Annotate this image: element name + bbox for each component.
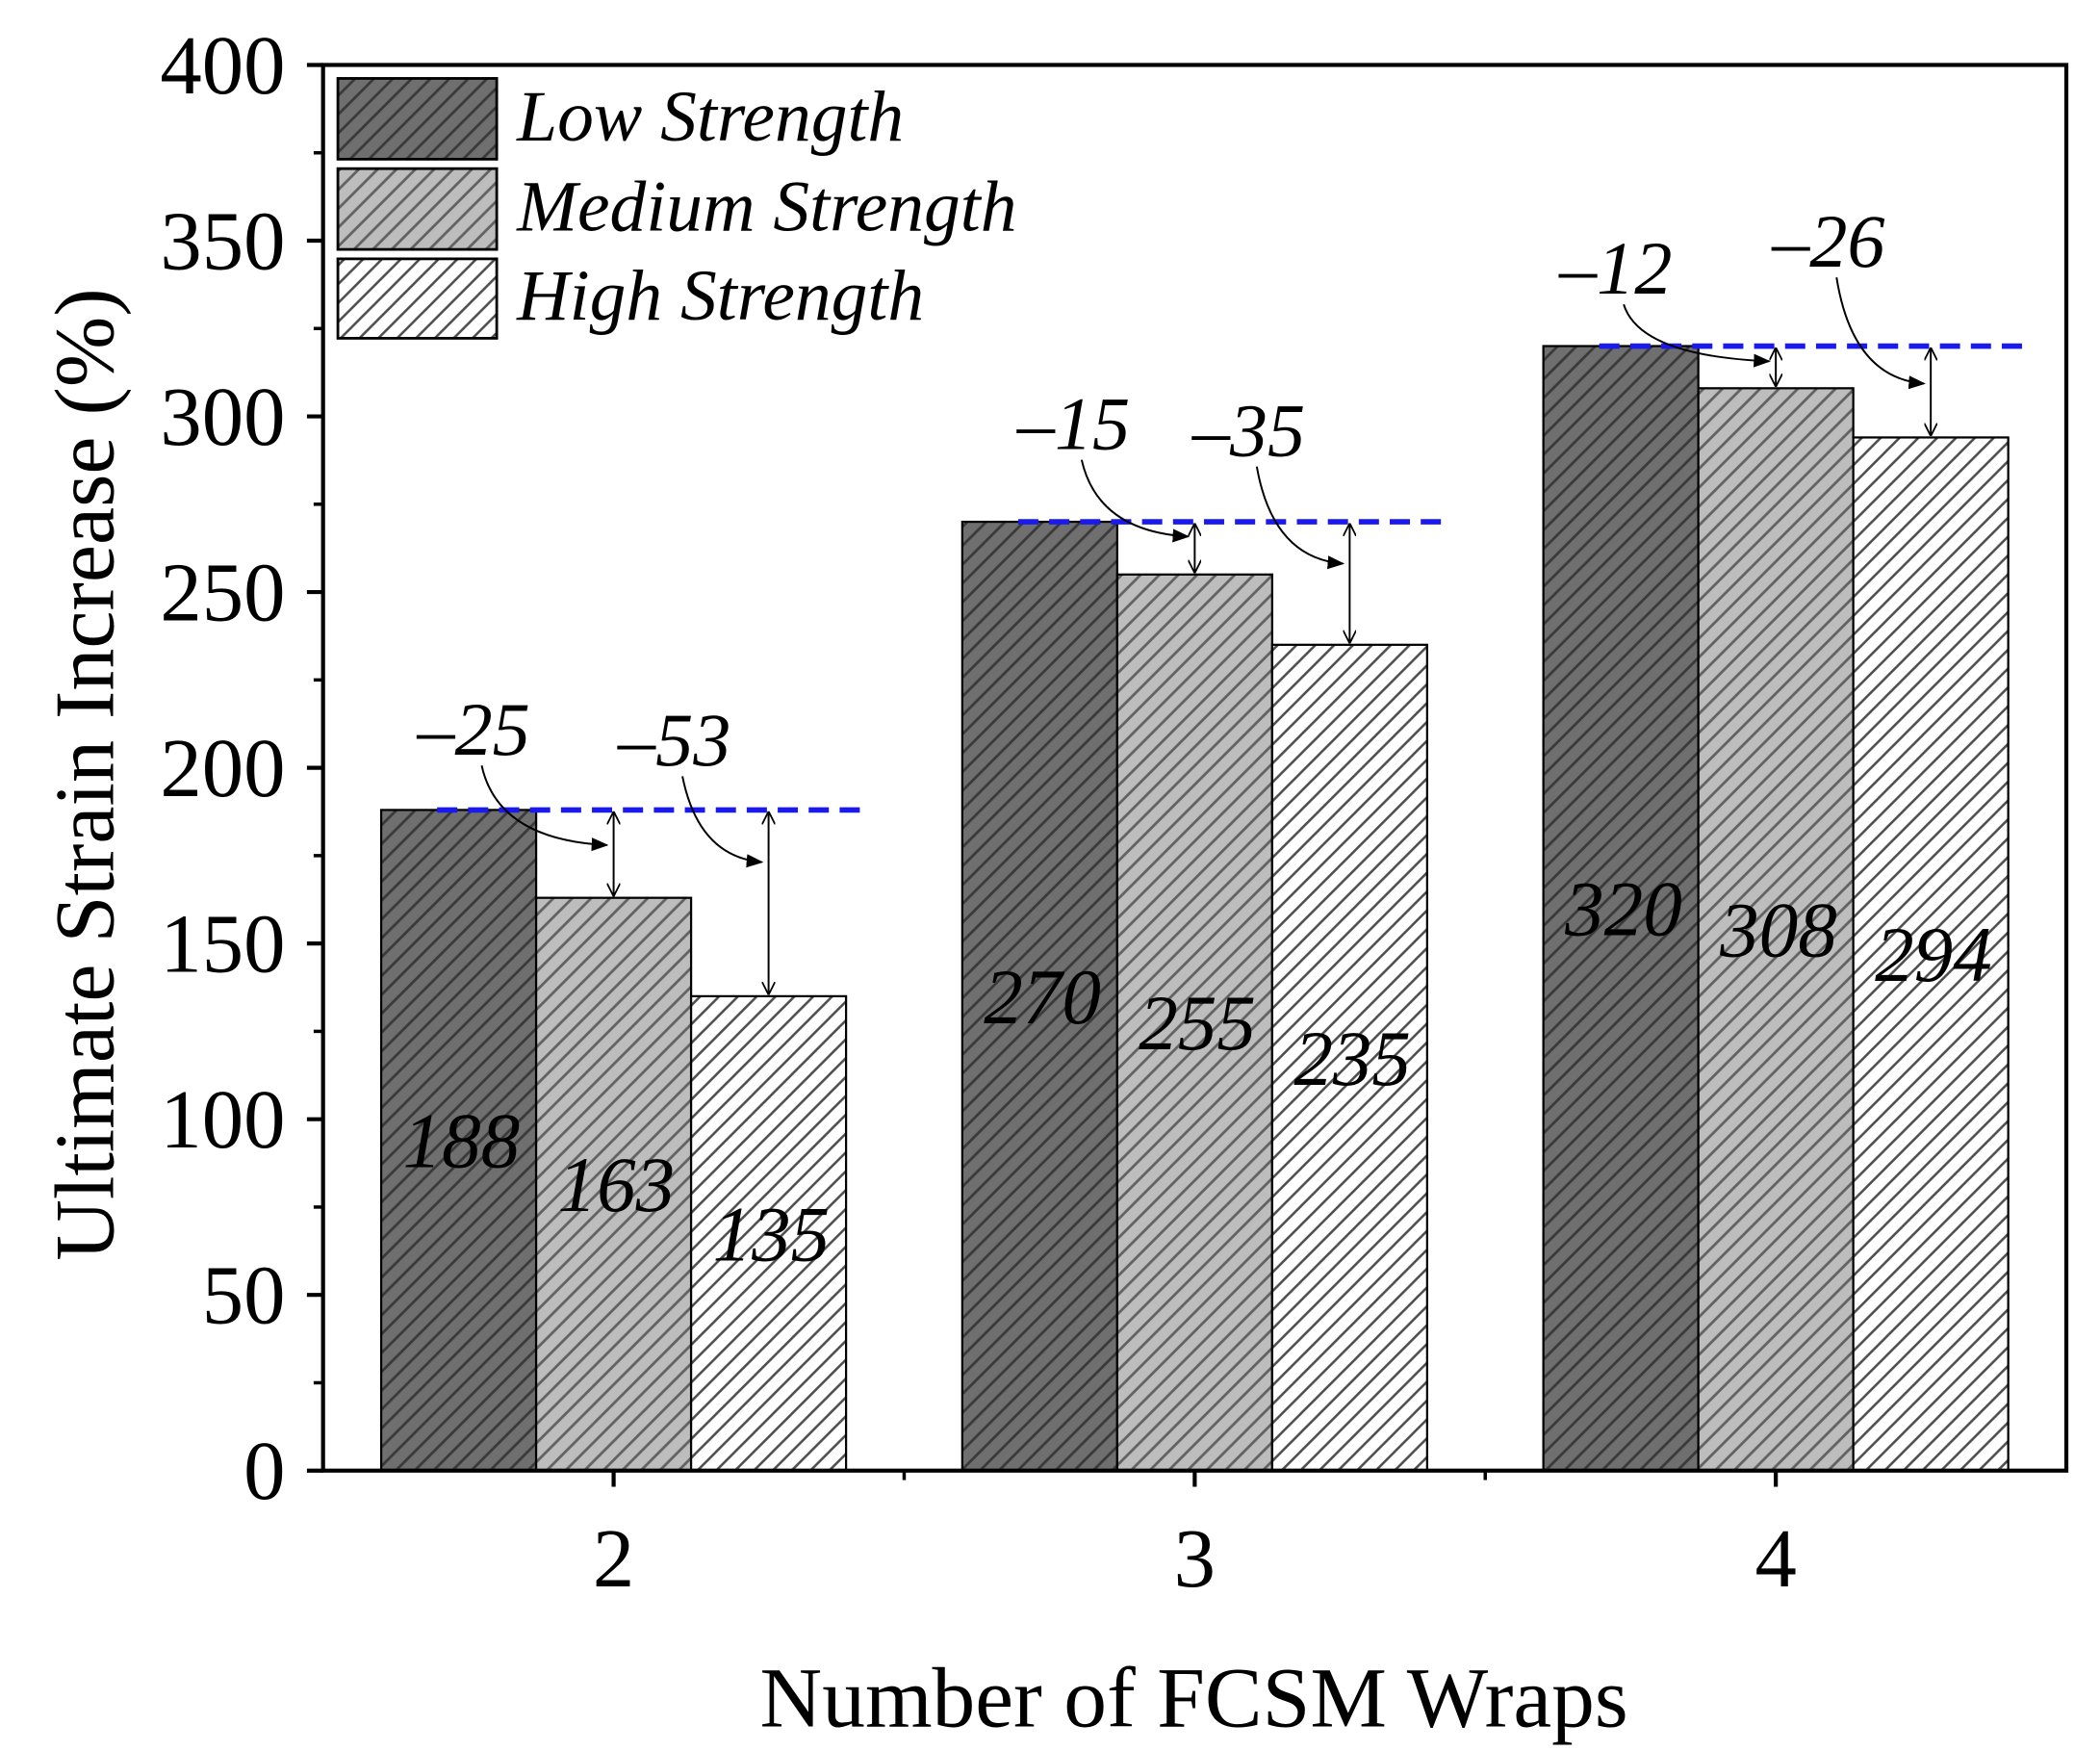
y-tick-label-300: 300 xyxy=(160,371,285,463)
legend-label-high-strength: High Strength xyxy=(516,256,924,336)
y-tick-label-400: 400 xyxy=(160,19,285,112)
difference-pointer-medium-strength-2-wraps xyxy=(480,765,609,852)
value-label-low-strength-2-wraps: 188 xyxy=(403,1098,521,1185)
x-tick-label-2: 2 xyxy=(593,1512,634,1605)
bar-medium-strength-3-wraps xyxy=(1115,573,1273,1472)
bar-medium-strength-2-wraps xyxy=(534,896,693,1472)
value-label-medium-strength-2-wraps: 163 xyxy=(558,1142,676,1228)
legend: Low Strength Medium Strength High Streng… xyxy=(336,77,1017,340)
value-label-medium-strength-4-wraps: 308 xyxy=(1719,888,1837,974)
difference-pointer-high-strength-2-wraps xyxy=(681,776,764,868)
difference-pointer-high-strength-3-wraps xyxy=(1255,466,1345,570)
annotations-layer: –25 –53 –15 –35 –12 –26 xyxy=(416,199,1926,868)
bar-high-strength-2-wraps xyxy=(689,994,848,1472)
bars-layer xyxy=(379,345,2010,1472)
value-label-low-strength-4-wraps: 320 xyxy=(1564,866,1682,953)
value-label-high-strength-4-wraps: 294 xyxy=(1875,912,1992,998)
value-label-high-strength-3-wraps: 235 xyxy=(1293,1016,1411,1102)
bar-medium-strength-4-wraps xyxy=(1697,387,1855,1472)
difference-label-medium-strength-2-wraps: –25 xyxy=(416,687,529,771)
difference-arrows-layer xyxy=(614,347,1932,995)
difference-pointer-medium-strength-4-wraps xyxy=(1623,303,1771,368)
bar-high-strength-3-wraps xyxy=(1270,643,1428,1472)
value-label-medium-strength-3-wraps: 255 xyxy=(1139,980,1256,1067)
difference-pointer-high-strength-4-wraps xyxy=(1835,277,1926,390)
difference-label-high-strength-2-wraps: –53 xyxy=(617,698,730,782)
y-tick-label-0: 0 xyxy=(243,1425,285,1517)
bar-low-strength-3-wraps xyxy=(960,520,1118,1472)
y-tick-label-100: 100 xyxy=(160,1073,285,1166)
y-tick-label-250: 250 xyxy=(160,546,285,638)
y-tick-label-200: 200 xyxy=(160,722,285,814)
difference-label-medium-strength-3-wraps: –15 xyxy=(1016,382,1130,466)
difference-label-high-strength-4-wraps: –26 xyxy=(1771,199,1884,283)
x-axis: 2 3 4 xyxy=(593,1470,1797,1605)
y-axis-title: Ultimate Strain Increase (%) xyxy=(38,288,132,1260)
x-tick-label-3: 3 xyxy=(1174,1512,1216,1605)
y-tick-label-150: 150 xyxy=(160,898,285,991)
difference-pointer-medium-strength-3-wraps xyxy=(1080,459,1191,543)
value-labels-layer: 188 163 135 270 255 235 320 308 294 xyxy=(403,866,1992,1278)
y-axis: 0 50 100 150 200 250 300 350 400 xyxy=(160,19,323,1517)
x-tick-label-4: 4 xyxy=(1754,1512,1796,1605)
value-label-low-strength-3-wraps: 270 xyxy=(984,954,1101,1041)
y-tick-label-350: 350 xyxy=(160,194,285,287)
legend-swatch-high-strength xyxy=(336,257,499,340)
legend-label-medium-strength: Medium Strength xyxy=(516,167,1016,247)
legend-swatch-medium-strength xyxy=(336,167,499,251)
legend-swatch-low-strength xyxy=(336,77,499,161)
y-tick-label-50: 50 xyxy=(202,1249,286,1342)
legend-label-low-strength: Low Strength xyxy=(516,77,904,157)
value-label-high-strength-2-wraps: 135 xyxy=(713,1191,831,1277)
difference-label-medium-strength-4-wraps: –12 xyxy=(1558,226,1672,310)
bar-low-strength-2-wraps xyxy=(379,809,538,1472)
difference-label-high-strength-3-wraps: –35 xyxy=(1191,389,1305,473)
x-axis-title: Number of FCSM Wraps xyxy=(760,1650,1628,1745)
